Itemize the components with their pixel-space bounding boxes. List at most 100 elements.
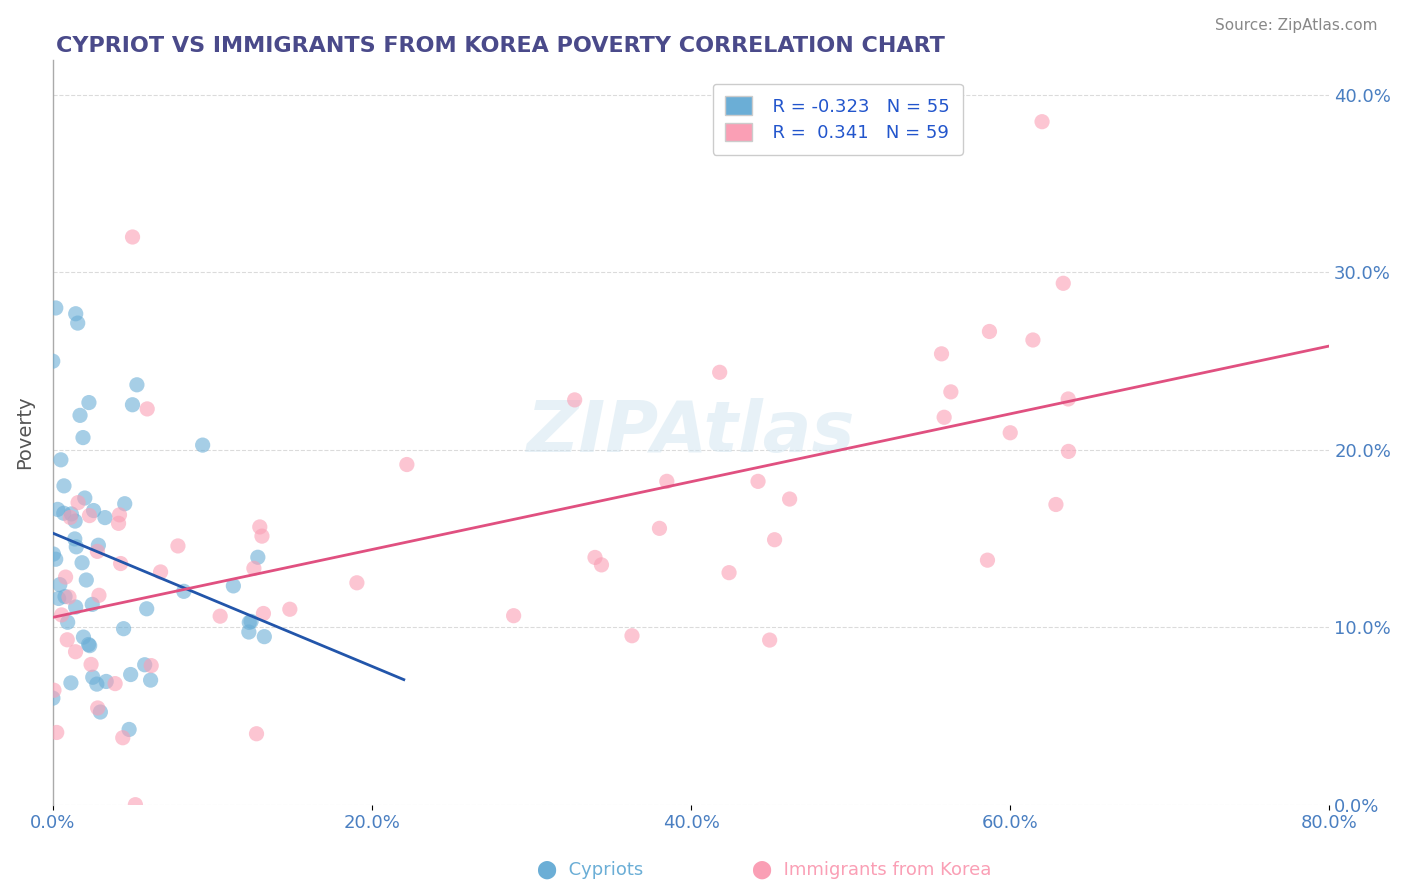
Immigrants from Korea xyxy=(67,495,90,509)
Cypriots xyxy=(114,497,136,511)
Cypriots xyxy=(173,584,195,599)
Immigrants from Korea xyxy=(655,475,678,489)
Immigrants from Korea xyxy=(1057,392,1080,406)
Cypriots xyxy=(135,601,157,615)
Cypriots xyxy=(121,398,143,412)
Immigrants from Korea xyxy=(278,602,301,616)
Text: ⬤  Cypriots: ⬤ Cypriots xyxy=(537,860,644,879)
Cypriots xyxy=(52,506,75,520)
Text: Source: ZipAtlas.com: Source: ZipAtlas.com xyxy=(1215,18,1378,33)
Cypriots xyxy=(56,615,79,630)
Cypriots xyxy=(63,514,86,528)
Immigrants from Korea xyxy=(107,516,129,531)
Immigrants from Korea xyxy=(79,508,101,523)
Immigrants from Korea xyxy=(108,508,131,522)
Immigrants from Korea xyxy=(1052,277,1074,291)
Cypriots xyxy=(125,377,148,392)
Immigrants from Korea xyxy=(65,645,87,659)
Cypriots xyxy=(222,579,245,593)
Cypriots xyxy=(65,307,87,321)
Immigrants from Korea xyxy=(136,401,159,416)
Immigrants from Korea xyxy=(80,657,103,672)
Cypriots xyxy=(60,507,83,521)
Immigrants from Korea xyxy=(763,533,786,547)
Immigrants from Korea xyxy=(124,797,146,812)
Cypriots xyxy=(83,503,105,517)
Cypriots xyxy=(65,599,87,614)
Cypriots xyxy=(42,691,65,706)
Cypriots xyxy=(86,677,108,691)
Cypriots xyxy=(49,577,72,591)
Cypriots xyxy=(191,438,214,452)
Immigrants from Korea xyxy=(45,725,67,739)
Immigrants from Korea xyxy=(243,561,266,575)
Cypriots xyxy=(45,552,67,566)
Immigrants from Korea xyxy=(395,458,418,472)
Cypriots xyxy=(82,670,104,684)
Immigrants from Korea xyxy=(1057,444,1080,458)
Cypriots xyxy=(77,395,100,409)
Immigrants from Korea xyxy=(111,731,134,745)
Cypriots xyxy=(77,638,100,652)
Immigrants from Korea xyxy=(934,410,956,425)
Cypriots xyxy=(87,538,110,552)
Immigrants from Korea xyxy=(249,520,271,534)
Immigrants from Korea xyxy=(709,365,731,379)
Cypriots xyxy=(45,301,67,315)
Cypriots xyxy=(139,673,162,687)
Immigrants from Korea xyxy=(250,529,273,543)
Cypriots xyxy=(53,590,76,604)
Immigrants from Korea xyxy=(149,565,172,579)
Text: CYPRIOT VS IMMIGRANTS FROM KOREA POVERTY CORRELATION CHART: CYPRIOT VS IMMIGRANTS FROM KOREA POVERTY… xyxy=(56,36,945,55)
Immigrants from Korea xyxy=(779,491,801,506)
Cypriots xyxy=(59,676,82,690)
Cypriots xyxy=(112,622,135,636)
Immigrants from Korea xyxy=(86,701,108,715)
Immigrants from Korea xyxy=(87,588,110,602)
Immigrants from Korea xyxy=(502,608,524,623)
Immigrants from Korea xyxy=(758,633,780,648)
Immigrants from Korea xyxy=(121,230,143,244)
Immigrants from Korea xyxy=(1031,114,1053,128)
Immigrants from Korea xyxy=(51,607,73,622)
Cypriots xyxy=(134,657,156,672)
Immigrants from Korea xyxy=(620,629,643,643)
Immigrants from Korea xyxy=(42,683,65,698)
Immigrants from Korea xyxy=(747,475,769,489)
Cypriots xyxy=(65,540,87,554)
Cypriots xyxy=(46,502,69,516)
Immigrants from Korea xyxy=(583,550,606,565)
Immigrants from Korea xyxy=(56,632,79,647)
Cypriots xyxy=(75,573,97,587)
Immigrants from Korea xyxy=(939,384,962,399)
Cypriots xyxy=(73,491,96,505)
Cypriots xyxy=(66,316,89,330)
Immigrants from Korea xyxy=(209,609,232,624)
Immigrants from Korea xyxy=(976,553,998,567)
Cypriots xyxy=(42,354,65,368)
Cypriots xyxy=(42,547,65,561)
Text: ⬤  Immigrants from Korea: ⬤ Immigrants from Korea xyxy=(752,860,991,879)
Immigrants from Korea xyxy=(58,590,80,604)
Immigrants from Korea xyxy=(59,510,82,524)
Cypriots xyxy=(69,409,91,423)
Immigrants from Korea xyxy=(252,607,274,621)
Immigrants from Korea xyxy=(718,566,741,580)
Immigrants from Korea xyxy=(86,544,108,558)
Cypriots xyxy=(118,723,141,737)
Cypriots xyxy=(240,615,263,629)
Cypriots xyxy=(63,532,86,546)
Cypriots xyxy=(72,431,94,445)
Immigrants from Korea xyxy=(104,676,127,690)
Immigrants from Korea xyxy=(591,558,613,572)
Cypriots xyxy=(94,510,117,524)
Cypriots xyxy=(49,452,72,467)
Immigrants from Korea xyxy=(1045,498,1067,512)
Text: ZIPAtlas: ZIPAtlas xyxy=(527,398,855,467)
Immigrants from Korea xyxy=(564,392,586,407)
Cypriots xyxy=(70,556,93,570)
Cypriots xyxy=(238,615,260,630)
Immigrants from Korea xyxy=(55,570,77,584)
Immigrants from Korea xyxy=(245,727,267,741)
Immigrants from Korea xyxy=(167,539,190,553)
